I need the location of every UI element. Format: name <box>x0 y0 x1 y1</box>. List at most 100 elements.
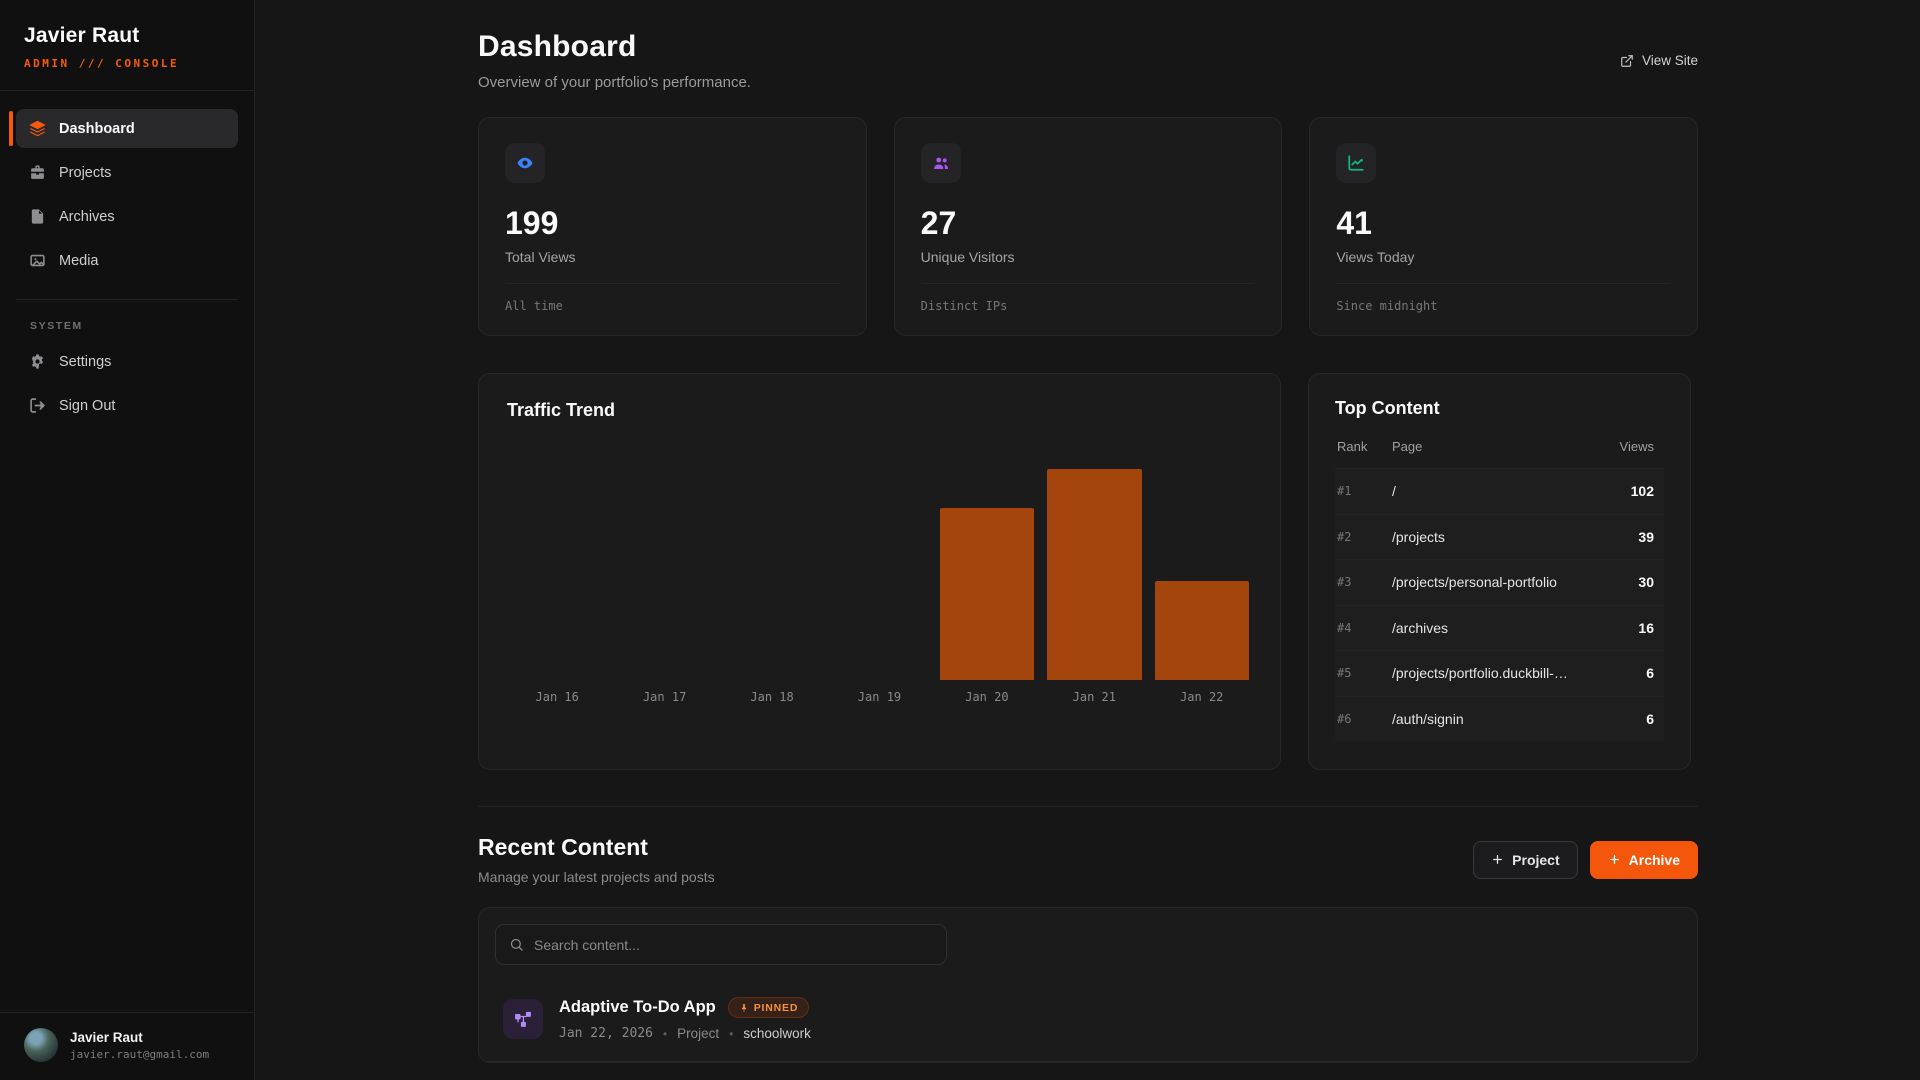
row-rank: #4 <box>1337 620 1352 635</box>
chart-bar-slot <box>829 445 929 680</box>
chart-bar-slot <box>937 445 1037 680</box>
file-icon <box>29 208 46 225</box>
top-content-row[interactable]: #5/projects/portfolio.duckbill-… 6 <box>1335 650 1664 696</box>
row-rank: #5 <box>1337 666 1352 681</box>
row-views: 6 <box>1646 710 1654 727</box>
row-page: /projects/personal-portfolio <box>1392 574 1557 591</box>
stat-card-divider <box>505 283 840 284</box>
stat-label: Unique Visitors <box>920 249 1015 265</box>
pinned-badge-label: PINNED <box>753 1001 799 1014</box>
page-subtitle: Overview of your portfolio's performance… <box>478 74 751 91</box>
stat-value: 27 <box>920 205 957 241</box>
sidebar-item-archives[interactable]: Archives <box>16 197 238 236</box>
sidebar-item-settings[interactable]: Settings <box>16 342 238 381</box>
sidebar-item-media[interactable]: Media <box>16 241 238 280</box>
row-rank: #6 <box>1337 711 1352 726</box>
top-content-row[interactable]: #1 / 102 <box>1335 468 1664 514</box>
stat-label: Total Views <box>505 249 576 265</box>
traffic-bar-jan-20[interactable] <box>939 508 1035 680</box>
user-avatar <box>24 1028 58 1062</box>
x-tick-label: Jan 22 <box>1180 690 1224 704</box>
recent-content-header: Recent Content Manage your latest projec… <box>478 834 1698 885</box>
recent-content-subtitle: Manage your latest projects and posts <box>478 869 715 885</box>
stat-value: 199 <box>505 205 559 241</box>
row-page: /projects/portfolio.duckbill-… <box>1392 665 1568 682</box>
chart-line-icon <box>1336 143 1377 183</box>
sign-out-icon <box>29 397 46 414</box>
gear-icon <box>29 353 46 370</box>
traffic-bar-jan-22[interactable] <box>1154 581 1249 680</box>
top-content-row[interactable]: #6/auth/signin 6 <box>1335 695 1664 742</box>
item-tag: schoolwork <box>743 1026 811 1041</box>
stat-cards: 199 Total Views All time 27 Unique Visitors D… <box>478 117 1698 336</box>
item-date: Jan 22, 2026 <box>559 1026 653 1041</box>
top-content-row[interactable]: #4/archives 16 <box>1335 604 1664 651</box>
user-name: Javier Raut <box>70 1029 143 1045</box>
traffic-bar-jan-21[interactable] <box>1047 469 1142 680</box>
sidebar-system-nav: Settings Sign Out <box>0 342 254 430</box>
brand-name: Javier Raut <box>24 24 140 47</box>
page-column-header: Page <box>1392 439 1423 454</box>
chart-bar-slot <box>614 445 714 680</box>
row-rank: #2 <box>1337 529 1352 544</box>
row-page: /archives <box>1392 619 1449 636</box>
main-area: Dashboard Overview of your portfolio's p… <box>256 0 1920 1080</box>
chart-bar-slot <box>507 445 607 680</box>
traffic-trend-xaxis: Jan 16 Jan 17 Jan 18 Jan 19 Jan 20 Jan 21 Jan … <box>507 690 1252 704</box>
briefcase-icon <box>29 164 46 181</box>
recent-content-title: Recent Content <box>478 834 648 860</box>
eye-icon <box>505 143 545 183</box>
add-project-button[interactable]: Project <box>1473 840 1578 879</box>
sidebar-item-label: Media <box>59 252 99 269</box>
sidebar-item-sign-out[interactable]: Sign Out <box>16 386 238 425</box>
item-title-row: Adaptive To-Do App PINNED <box>559 997 811 1018</box>
rank-column-header: Rank <box>1337 439 1368 454</box>
traffic-trend-chart <box>507 445 1252 680</box>
stat-card-total-views: 199 Total Views All time <box>478 117 867 336</box>
recent-content-card: Adaptive To-Do App PINNED Jan 22, 2026 • Pro… <box>478 907 1698 1063</box>
traffic-trend-card: Traffic Trend Jan 16 Jan 17 Jan 18 Jan 19 Ja… <box>478 373 1281 770</box>
image-icon <box>29 252 46 269</box>
sidebar-item-projects[interactable]: Projects <box>16 153 238 192</box>
x-tick-label: Jan 18 <box>750 690 794 704</box>
row-page: /projects <box>1392 528 1445 545</box>
view-site-link[interactable]: View Site <box>1620 53 1698 68</box>
add-archive-label: Archive <box>1628 851 1680 868</box>
top-content-row[interactable]: #2/projects 39 <box>1335 513 1664 560</box>
chart-bar-slot <box>1152 445 1252 680</box>
sidebar-item-dashboard[interactable]: Dashboard <box>9 109 238 148</box>
row-views: 30 <box>1638 574 1654 591</box>
page-title: Dashboard <box>478 30 637 63</box>
item-meta: Jan 22, 2026 • Project • schoolwork <box>559 1026 811 1041</box>
meta-dot: • <box>662 1026 668 1041</box>
row-page: /auth/signin <box>1392 710 1464 727</box>
stat-card-divider <box>920 283 1256 284</box>
search-box <box>495 924 947 965</box>
sidebar-item-label: Settings <box>59 353 112 370</box>
sidebar-item-label: Sign Out <box>59 397 116 414</box>
search-input[interactable] <box>534 936 933 953</box>
item-body: Adaptive To-Do App PINNED Jan 22, 2026 • Pro… <box>559 997 811 1041</box>
plus-icon <box>1491 853 1504 866</box>
sidebar-user-card[interactable]: Javier Raut javier.raut@gmail.com <box>0 1012 254 1080</box>
pin-icon <box>739 1003 749 1013</box>
top-content-row[interactable]: #3/projects/personal-portfolio 30 <box>1335 559 1664 605</box>
layers-icon <box>29 120 46 137</box>
plus-icon <box>1608 853 1621 866</box>
sidebar-nav: Dashboard Projects Archives Media <box>0 91 254 285</box>
top-content-header-row: Rank Page Views <box>1335 439 1664 468</box>
brand-subtitle: ADMIN /// CONSOLE <box>24 57 180 70</box>
search-icon <box>509 937 524 952</box>
stat-footnote: All time <box>505 299 563 313</box>
external-link-icon <box>1620 54 1634 68</box>
stat-card-unique-visitors: 27 Unique Visitors Distinct IPs <box>893 117 1283 336</box>
stat-footnote: Distinct IPs <box>920 299 1008 313</box>
users-icon <box>920 143 961 183</box>
row-rank: #1 <box>1337 484 1352 499</box>
x-tick-label: Jan 16 <box>535 690 579 704</box>
stat-footnote: Since midnight <box>1336 299 1438 313</box>
add-archive-button[interactable]: Archive <box>1589 840 1698 879</box>
content-list-item[interactable]: Adaptive To-Do App PINNED Jan 22, 2026 • Pro… <box>479 981 1697 1062</box>
row-views: 6 <box>1646 665 1654 682</box>
row-views: 102 <box>1630 483 1654 500</box>
